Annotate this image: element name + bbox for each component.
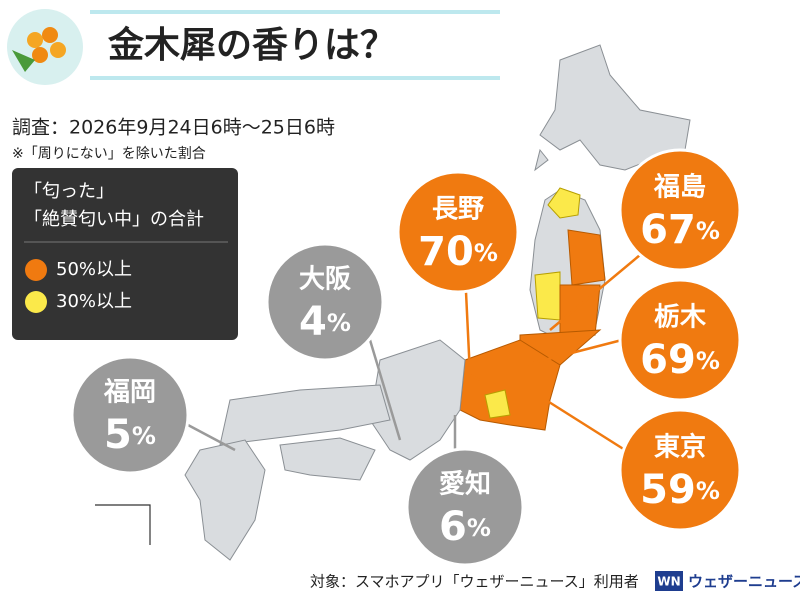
leader-line [187, 423, 236, 452]
bubble-value: 5% [104, 412, 156, 458]
bubble: 長野 70% [396, 170, 520, 382]
bubble-circle [618, 148, 742, 272]
logo-mark: WN [657, 575, 680, 589]
legend-title: 「絶賛匂い中」の合計 [24, 209, 204, 230]
leader-line [549, 254, 641, 331]
bubble-value: 4% [299, 299, 351, 345]
bubble-name: 長野 [432, 195, 484, 225]
bubble-value: 59% [640, 467, 720, 513]
title: 金木犀の香りは？ [107, 24, 396, 66]
bubble-circle [618, 278, 742, 402]
logo-mark-bg [655, 571, 683, 591]
bubble-name: 愛知 [439, 470, 491, 500]
bubble-circle [405, 447, 525, 567]
bubble: 栃木 69% [524, 278, 742, 402]
bubble-name: 福岡 [103, 378, 156, 408]
bubble-value: 69% [640, 337, 720, 383]
logo-text: ウェザーニュース [688, 573, 800, 591]
legend-box [12, 168, 238, 340]
bubble-circle [618, 408, 742, 532]
leader-line [464, 291, 481, 382]
leader-line [368, 339, 402, 441]
leader-line [524, 338, 623, 367]
bubble-value: 70% [418, 229, 498, 275]
bubble-value: 6% [439, 504, 491, 550]
legend-label: 30%以上 [56, 291, 132, 312]
survey-period: 調査：2026年9月24日6時〜25日6時 [12, 117, 335, 139]
icon-bg [7, 9, 83, 85]
bubble: 愛知 6% [405, 415, 525, 567]
bubble-name: 大阪 [299, 265, 351, 295]
flower-icon [12, 27, 66, 72]
japan-map [95, 44, 691, 561]
legend-swatch [25, 259, 47, 281]
bubble: 福島 67% [549, 148, 742, 331]
bubble: 大阪 4% [265, 242, 402, 441]
bubble-name: 栃木 [654, 303, 706, 333]
legend-label: 50%以上 [56, 259, 132, 280]
bubble: 福岡 5% [70, 355, 236, 475]
footer: 対象：スマホアプリ「ウェザーニュース」利用者 [310, 573, 639, 591]
leader-line [529, 388, 626, 452]
bubble-name: 東京 [654, 432, 706, 463]
note: ※「周りにない」を除いた割合 [12, 145, 206, 162]
bubble-circle [70, 355, 190, 475]
bubble-circle [265, 242, 385, 362]
legend-title: 「匂った」 [24, 181, 114, 202]
bubble-circle [396, 170, 520, 294]
bubble: 東京 59% [529, 388, 742, 532]
bubble-value: 67% [640, 207, 720, 253]
bubble-name: 福島 [653, 173, 706, 203]
legend-swatch [25, 291, 47, 313]
